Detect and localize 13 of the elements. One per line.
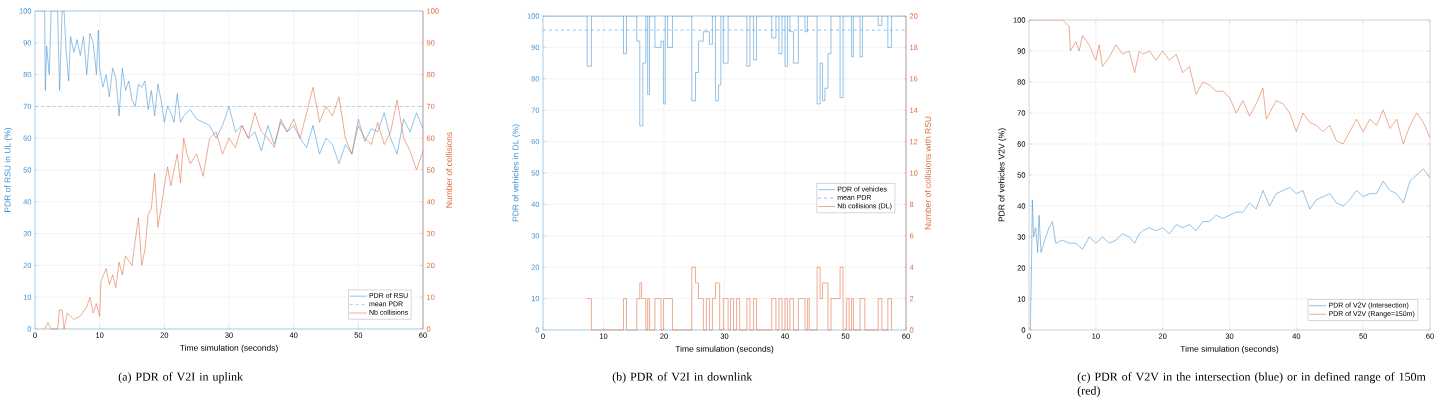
line-series [1030,168,1431,330]
y2-axis-title: Number of collisions with RSU [924,116,931,230]
text: (a) PDR of V2I in uplink [118,372,244,384]
x-axis-title: Time simulation (seconds) [675,345,774,354]
x-axis-title: Time simulation (seconds) [1180,345,1279,354]
x-axis-title: Time simulation (seconds) [179,344,278,353]
line-series [1029,20,1431,145]
text: (b) PDR of V2I in downlink [612,372,753,384]
y2-axis-title: Number of collisions [445,132,453,208]
y-axis-title: PDR of RSU in UL (%) [4,127,13,212]
y-axis-title: PDR of vehicles in DL (%) [512,124,521,222]
y-axis-title: PDR of vehicles V2V (%) [998,128,1007,222]
text: (c) PDR of V2V in the intersection (blue) or in defined range of 150m (red) [1077,372,1426,398]
